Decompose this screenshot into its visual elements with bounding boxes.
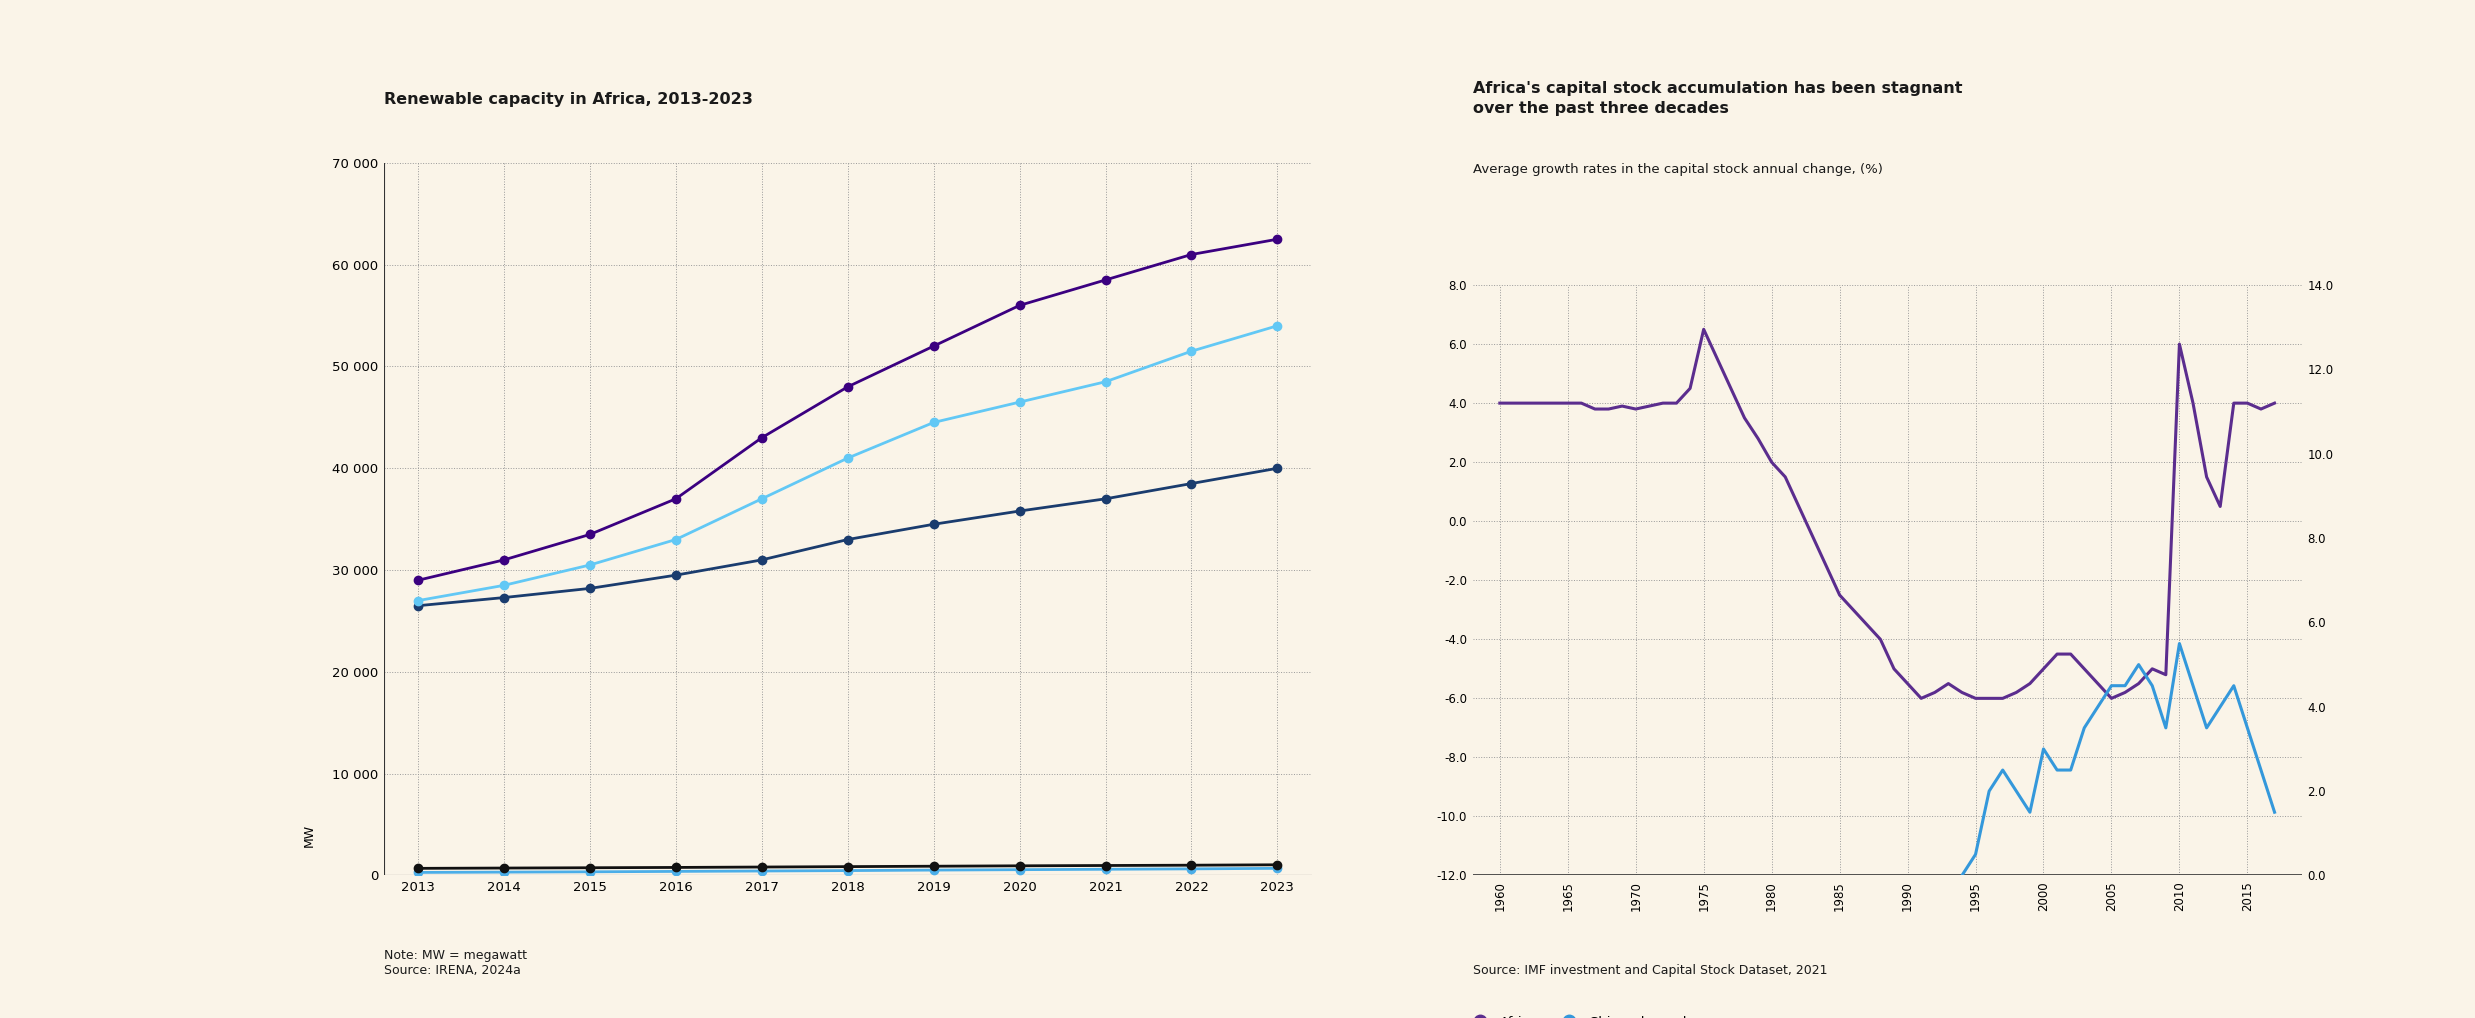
Text: Africa's capital stock accumulation has been stagnant
over the past three decade: Africa's capital stock accumulation has … bbox=[1473, 81, 1963, 116]
Text: Note: MW = megawatt
Source: IRENA, 2024a: Note: MW = megawatt Source: IRENA, 2024a bbox=[384, 949, 527, 977]
Text: Renewable capacity in Africa, 2013-2023: Renewable capacity in Africa, 2013-2023 bbox=[384, 92, 752, 107]
Text: Average growth rates in the capital stock annual change, (%): Average growth rates in the capital stoc… bbox=[1473, 163, 1883, 176]
Text: Source: IMF investment and Capital Stock Dataset, 2021: Source: IMF investment and Capital Stock… bbox=[1473, 964, 1827, 977]
Text: MW: MW bbox=[302, 824, 317, 847]
Legend: Africa, China, rhs scale: Africa, China, rhs scale bbox=[1463, 1011, 1700, 1018]
